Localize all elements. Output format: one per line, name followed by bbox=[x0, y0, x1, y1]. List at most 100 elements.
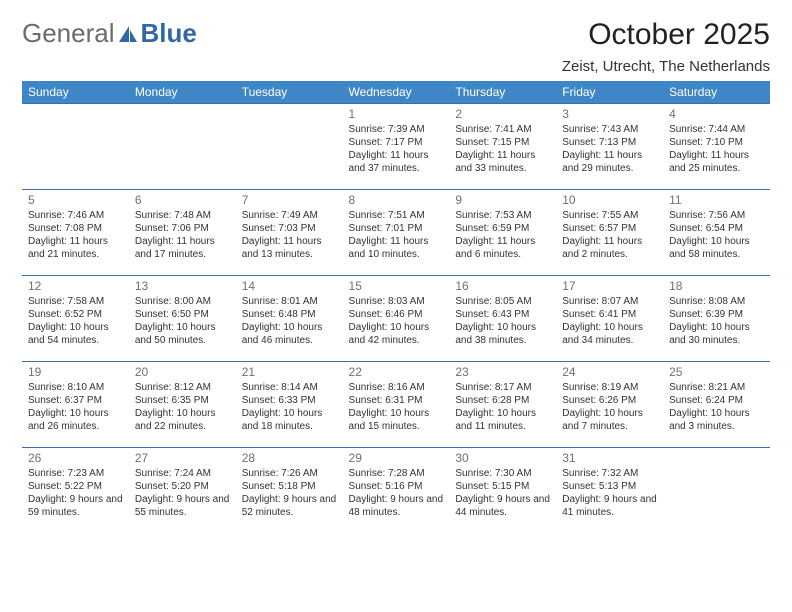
calendar-cell: 23Sunrise: 8:17 AMSunset: 6:28 PMDayligh… bbox=[449, 362, 556, 448]
sunrise-text: Sunrise: 8:01 AM bbox=[242, 295, 337, 308]
sunset-text: Sunset: 7:03 PM bbox=[242, 222, 337, 235]
header: General Blue October 2025 Zeist, Utrecht… bbox=[22, 18, 770, 75]
sunrise-text: Sunrise: 8:05 AM bbox=[455, 295, 550, 308]
sunset-text: Sunset: 6:54 PM bbox=[669, 222, 764, 235]
calendar-table: Sunday Monday Tuesday Wednesday Thursday… bbox=[22, 81, 770, 534]
daylight-text: Daylight: 10 hours and 18 minutes. bbox=[242, 407, 337, 433]
day-number: 24 bbox=[562, 365, 657, 379]
day-number: 5 bbox=[28, 193, 123, 207]
title-block: October 2025 Zeist, Utrecht, The Netherl… bbox=[562, 18, 770, 75]
calendar-cell bbox=[129, 104, 236, 190]
day-number: 25 bbox=[669, 365, 764, 379]
calendar-cell: 20Sunrise: 8:12 AMSunset: 6:35 PMDayligh… bbox=[129, 362, 236, 448]
day-number: 18 bbox=[669, 279, 764, 293]
sunset-text: Sunset: 5:16 PM bbox=[349, 480, 444, 493]
day-number: 20 bbox=[135, 365, 230, 379]
sunset-text: Sunset: 6:24 PM bbox=[669, 394, 764, 407]
daylight-text: Daylight: 10 hours and 7 minutes. bbox=[562, 407, 657, 433]
day-number: 13 bbox=[135, 279, 230, 293]
sunset-text: Sunset: 6:35 PM bbox=[135, 394, 230, 407]
daylight-text: Daylight: 9 hours and 48 minutes. bbox=[349, 493, 444, 519]
daylight-text: Daylight: 10 hours and 26 minutes. bbox=[28, 407, 123, 433]
sunrise-text: Sunrise: 8:07 AM bbox=[562, 295, 657, 308]
sunset-text: Sunset: 5:15 PM bbox=[455, 480, 550, 493]
day-number: 23 bbox=[455, 365, 550, 379]
daylight-text: Daylight: 9 hours and 44 minutes. bbox=[455, 493, 550, 519]
sunrise-text: Sunrise: 8:17 AM bbox=[455, 381, 550, 394]
daylight-text: Daylight: 9 hours and 52 minutes. bbox=[242, 493, 337, 519]
day-number: 19 bbox=[28, 365, 123, 379]
calendar-cell: 16Sunrise: 8:05 AMSunset: 6:43 PMDayligh… bbox=[449, 276, 556, 362]
calendar-cell: 10Sunrise: 7:55 AMSunset: 6:57 PMDayligh… bbox=[556, 190, 663, 276]
sunrise-text: Sunrise: 8:08 AM bbox=[669, 295, 764, 308]
sunset-text: Sunset: 6:46 PM bbox=[349, 308, 444, 321]
sunset-text: Sunset: 5:20 PM bbox=[135, 480, 230, 493]
col-monday: Monday bbox=[129, 81, 236, 104]
day-number: 31 bbox=[562, 451, 657, 465]
sail-icon bbox=[117, 24, 139, 44]
calendar-body: 1 Sunrise: 7:39 AMSunset: 7:17 PM Daylight… bbox=[22, 104, 770, 534]
day-number: 30 bbox=[455, 451, 550, 465]
sunset-text: Sunset: 6:48 PM bbox=[242, 308, 337, 321]
daylight-text: Daylight: 11 hours and 10 minutes. bbox=[349, 235, 444, 261]
sunset-text: Sunset: 6:59 PM bbox=[455, 222, 550, 235]
sunrise-text: Sunrise: 7:23 AM bbox=[28, 467, 123, 480]
brand-part1: General bbox=[22, 18, 115, 49]
col-thursday: Thursday bbox=[449, 81, 556, 104]
daylight-text: Daylight: 10 hours and 54 minutes. bbox=[28, 321, 123, 347]
sunset-text: Sunset: 5:18 PM bbox=[242, 480, 337, 493]
day-number: 3 bbox=[562, 107, 657, 121]
calendar-cell: 15Sunrise: 8:03 AMSunset: 6:46 PMDayligh… bbox=[343, 276, 450, 362]
col-sunday: Sunday bbox=[22, 81, 129, 104]
day-number: 2 bbox=[455, 107, 550, 121]
calendar-cell: 30Sunrise: 7:30 AMSunset: 5:15 PMDayligh… bbox=[449, 448, 556, 534]
sunrise-text: Sunrise: 7:58 AM bbox=[28, 295, 123, 308]
sunset-text: Sunset: 7:01 PM bbox=[349, 222, 444, 235]
calendar-cell bbox=[663, 448, 770, 534]
sunset-text: Sunset: 7:13 PM bbox=[562, 136, 657, 149]
sunrise-text: Sunrise: 7:39 AM bbox=[349, 123, 444, 136]
calendar-cell: 8 Sunrise: 7:51 AMSunset: 7:01 PMDaylight… bbox=[343, 190, 450, 276]
daylight-text: Daylight: 9 hours and 59 minutes. bbox=[28, 493, 123, 519]
day-number: 1 bbox=[349, 107, 444, 121]
calendar-cell: 9Sunrise: 7:53 AMSunset: 6:59 PMDaylight… bbox=[449, 190, 556, 276]
daylight-text: Daylight: 11 hours and 17 minutes. bbox=[135, 235, 230, 261]
day-number: 11 bbox=[669, 193, 764, 207]
daylight-text: Daylight: 10 hours and 15 minutes. bbox=[349, 407, 444, 433]
sunset-text: Sunset: 7:15 PM bbox=[455, 136, 550, 149]
calendar-cell bbox=[236, 104, 343, 190]
calendar-row: 19Sunrise: 8:10 AMSunset: 6:37 PMDayligh… bbox=[22, 362, 770, 448]
calendar-row: 12Sunrise: 7:58 AMSunset: 6:52 PMDayligh… bbox=[22, 276, 770, 362]
sunset-text: Sunset: 7:17 PM bbox=[349, 136, 444, 149]
sunrise-text: Sunrise: 7:32 AM bbox=[562, 467, 657, 480]
day-number: 8 bbox=[349, 193, 444, 207]
sunrise-text: Sunrise: 7:49 AM bbox=[242, 209, 337, 222]
calendar-cell: 12Sunrise: 7:58 AMSunset: 6:52 PMDayligh… bbox=[22, 276, 129, 362]
calendar-row: 1 Sunrise: 7:39 AMSunset: 7:17 PM Daylight… bbox=[22, 104, 770, 190]
sunset-text: Sunset: 6:26 PM bbox=[562, 394, 657, 407]
daylight-text: Daylight: 10 hours and 11 minutes. bbox=[455, 407, 550, 433]
day-number: 29 bbox=[349, 451, 444, 465]
day-number: 9 bbox=[455, 193, 550, 207]
calendar-cell: 21Sunrise: 8:14 AMSunset: 6:33 PMDayligh… bbox=[236, 362, 343, 448]
brand-logo: General Blue bbox=[22, 18, 197, 49]
daylight-text: Daylight: 11 hours and 29 minutes. bbox=[562, 149, 657, 175]
day-number: 4 bbox=[669, 107, 764, 121]
sunrise-text: Sunrise: 8:21 AM bbox=[669, 381, 764, 394]
sunrise-text: Sunrise: 7:44 AM bbox=[669, 123, 764, 136]
calendar-cell: 31Sunrise: 7:32 AMSunset: 5:13 PMDayligh… bbox=[556, 448, 663, 534]
day-number: 15 bbox=[349, 279, 444, 293]
day-number: 7 bbox=[242, 193, 337, 207]
day-number: 14 bbox=[242, 279, 337, 293]
calendar-cell: 1Sunrise: 7:39 AMSunset: 7:17 PMDaylight… bbox=[343, 104, 450, 190]
day-number: 26 bbox=[28, 451, 123, 465]
day-number: 12 bbox=[28, 279, 123, 293]
day-number: 27 bbox=[135, 451, 230, 465]
sunrise-text: Sunrise: 7:46 AM bbox=[28, 209, 123, 222]
calendar-row: 26Sunrise: 7:23 AMSunset: 5:22 PMDayligh… bbox=[22, 448, 770, 534]
daylight-text: Daylight: 11 hours and 25 minutes. bbox=[669, 149, 764, 175]
calendar-cell: 25Sunrise: 8:21 AMSunset: 6:24 PMDayligh… bbox=[663, 362, 770, 448]
calendar-cell: 3Sunrise: 7:43 AMSunset: 7:13 PMDaylight… bbox=[556, 104, 663, 190]
sunrise-text: Sunrise: 7:51 AM bbox=[349, 209, 444, 222]
sunset-text: Sunset: 7:08 PM bbox=[28, 222, 123, 235]
